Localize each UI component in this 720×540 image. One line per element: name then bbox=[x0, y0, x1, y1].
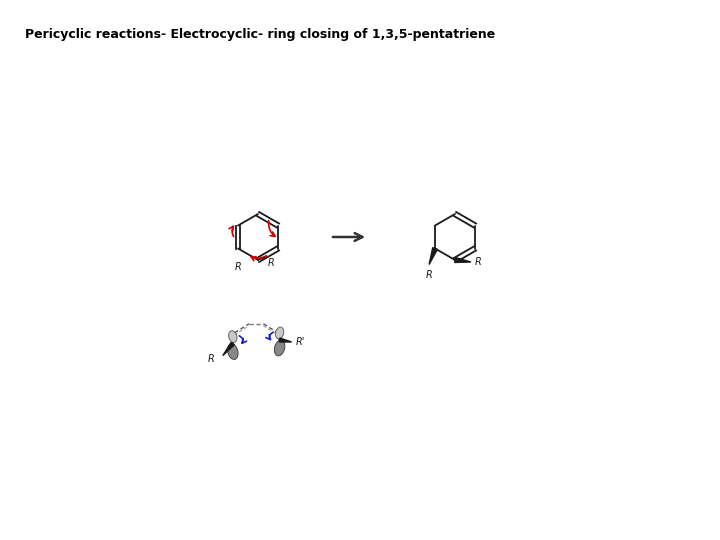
FancyArrowPatch shape bbox=[251, 256, 266, 261]
FancyArrowPatch shape bbox=[229, 226, 234, 237]
FancyArrowPatch shape bbox=[269, 220, 275, 237]
Text: R: R bbox=[475, 257, 482, 267]
Polygon shape bbox=[279, 338, 292, 342]
Polygon shape bbox=[222, 342, 234, 356]
Ellipse shape bbox=[228, 344, 238, 360]
FancyArrowPatch shape bbox=[239, 336, 246, 343]
Text: R: R bbox=[426, 271, 433, 280]
Text: R: R bbox=[208, 354, 215, 363]
Polygon shape bbox=[455, 258, 471, 262]
Text: R': R' bbox=[296, 337, 305, 347]
FancyArrowPatch shape bbox=[266, 332, 273, 340]
Text: R: R bbox=[268, 258, 275, 268]
Ellipse shape bbox=[229, 330, 237, 342]
Polygon shape bbox=[429, 248, 438, 265]
Ellipse shape bbox=[274, 340, 285, 356]
Text: Pericyclic reactions- Electrocyclic- ring closing of 1,3,5-pentatriene: Pericyclic reactions- Electrocyclic- rin… bbox=[25, 28, 495, 41]
Text: R: R bbox=[235, 262, 241, 273]
Ellipse shape bbox=[276, 327, 284, 339]
